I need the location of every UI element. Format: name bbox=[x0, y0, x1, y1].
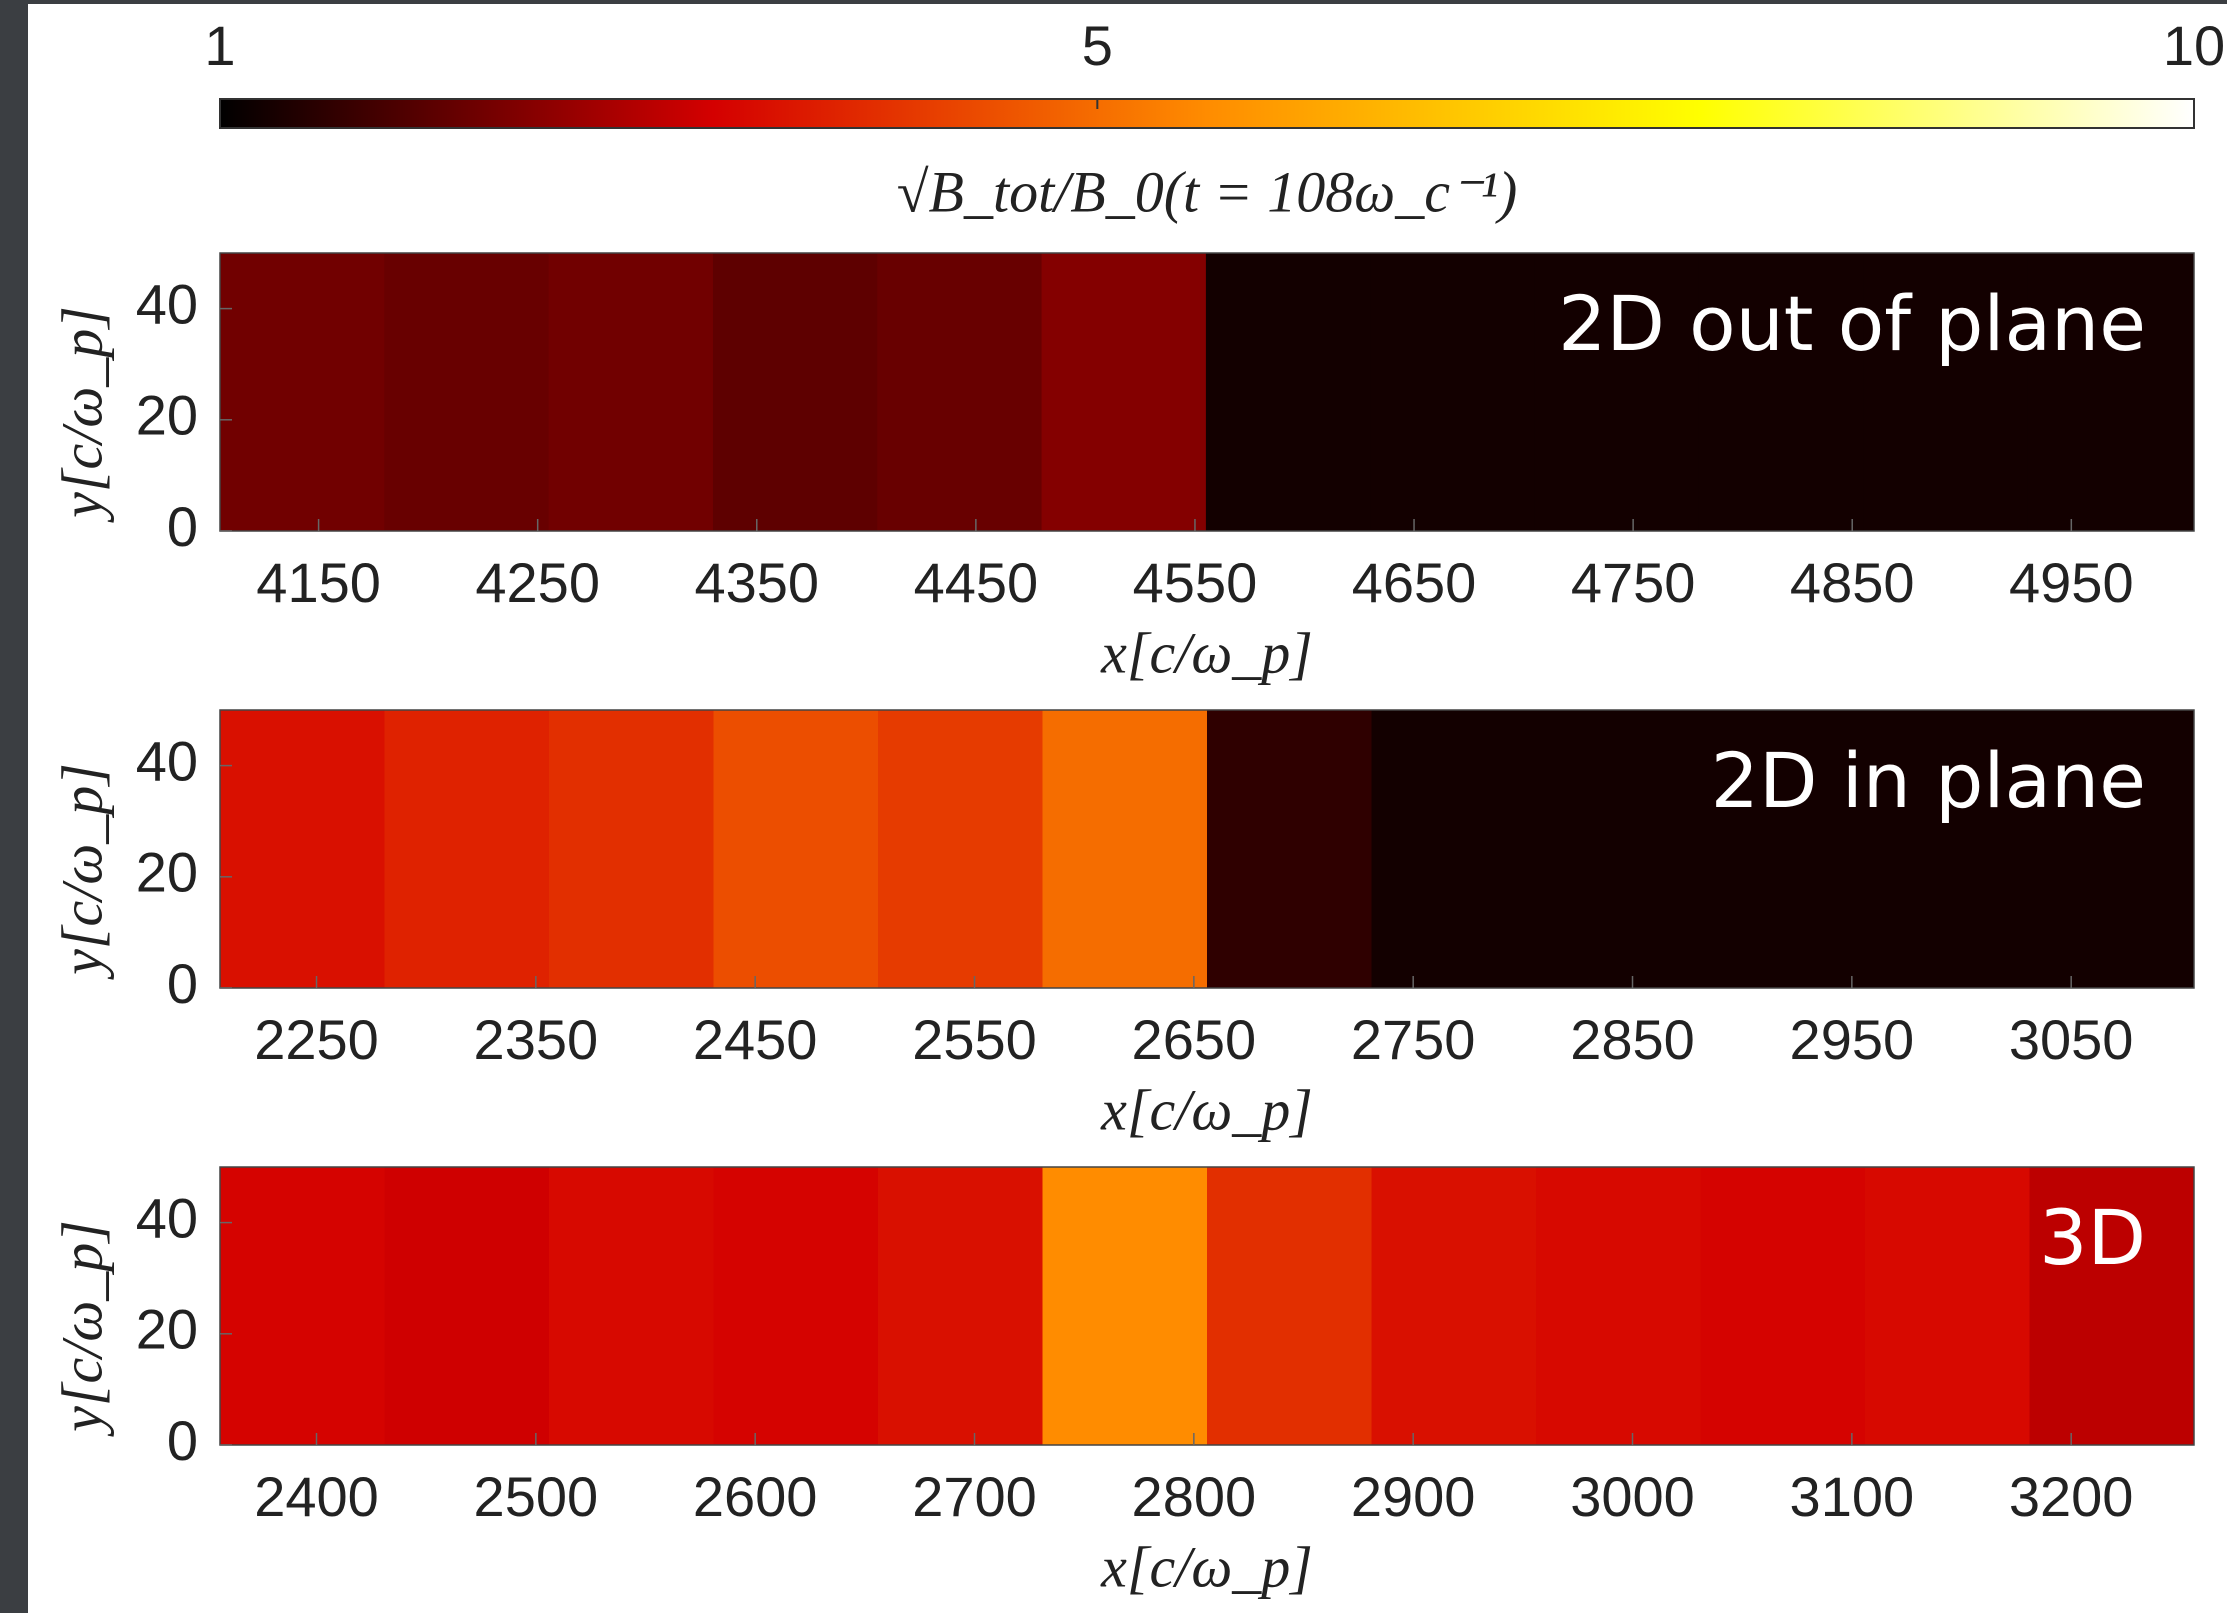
heatmap-cell bbox=[714, 710, 879, 988]
y-tick-label: 0 bbox=[167, 1409, 198, 1472]
x-tick-label: 2250 bbox=[254, 1008, 379, 1071]
panel-annotation: 3D bbox=[2039, 1193, 2146, 1282]
heatmap-cell bbox=[1043, 710, 1208, 988]
x-tick-label: 2500 bbox=[474, 1465, 599, 1528]
x-tick-label: 2600 bbox=[693, 1465, 818, 1528]
y-tick-label: 20 bbox=[136, 1298, 198, 1361]
x-tick-label: 2650 bbox=[1132, 1008, 1257, 1071]
x-tick-label: 4850 bbox=[1790, 551, 1915, 614]
x-tick-label: 2800 bbox=[1132, 1465, 1257, 1528]
heatmap-cell bbox=[384, 253, 549, 531]
colorbar-label: √B_tot/B_0(t = 108ω_c⁻¹) bbox=[897, 159, 1518, 224]
heatmap-cell bbox=[1536, 1167, 1701, 1445]
colorbar-tick-label: 10 bbox=[2163, 14, 2225, 77]
panel-annotation: 2D out of plane bbox=[1558, 279, 2146, 368]
heatmap-cell bbox=[878, 710, 1043, 988]
x-tick-label: 4350 bbox=[694, 551, 819, 614]
x-tick-label: 2950 bbox=[1790, 1008, 1915, 1071]
heatmap-cell bbox=[549, 1167, 714, 1445]
heatmap-cell bbox=[878, 1167, 1043, 1445]
x-axis-label: x[c/ω_p] bbox=[1100, 1534, 1313, 1599]
heatmap-cell bbox=[1207, 1167, 1372, 1445]
heatmap-cell bbox=[1206, 253, 1371, 531]
y-tick-label: 0 bbox=[167, 495, 198, 558]
x-tick-label: 2400 bbox=[254, 1465, 379, 1528]
panel-annotation: 2D in plane bbox=[1711, 736, 2146, 825]
x-tick-label: 2550 bbox=[912, 1008, 1037, 1071]
x-axis-label: x[c/ω_p] bbox=[1100, 1077, 1313, 1142]
heatmap-cell bbox=[877, 253, 1042, 531]
y-tick-label: 40 bbox=[136, 1186, 198, 1249]
colorbar bbox=[220, 99, 2194, 128]
heatmap-cell bbox=[1536, 710, 1701, 988]
heatmap-cell bbox=[385, 1167, 550, 1445]
x-tick-label: 2350 bbox=[474, 1008, 599, 1071]
x-tick-label: 3050 bbox=[2009, 1008, 2134, 1071]
heatmap-cell bbox=[220, 253, 385, 531]
heatmap-cell bbox=[1372, 710, 1537, 988]
y-axis-label: y[c/ω_p] bbox=[49, 1220, 114, 1437]
x-axis-label: x[c/ω_p] bbox=[1100, 620, 1313, 685]
x-tick-label: 4150 bbox=[256, 551, 381, 614]
x-tick-label: 2750 bbox=[1351, 1008, 1476, 1071]
heatmap-cell bbox=[385, 710, 550, 988]
heatmap-cell bbox=[713, 253, 878, 531]
y-axis-label: y[c/ω_p] bbox=[49, 306, 114, 523]
x-tick-label: 4550 bbox=[1133, 551, 1258, 614]
y-tick-label: 40 bbox=[136, 272, 198, 335]
x-tick-label: 3100 bbox=[1790, 1465, 1915, 1528]
heatmap-cell bbox=[549, 253, 714, 531]
x-tick-label: 4650 bbox=[1352, 551, 1477, 614]
x-tick-label: 3000 bbox=[1570, 1465, 1695, 1528]
y-tick-label: 0 bbox=[167, 952, 198, 1015]
heatmap-cell bbox=[1865, 1167, 2030, 1445]
heatmap-cell bbox=[549, 710, 714, 988]
heatmap-cell bbox=[1370, 253, 1535, 531]
y-tick-label: 20 bbox=[136, 841, 198, 904]
colorbar-tick-label: 1 bbox=[204, 14, 235, 77]
y-tick-label: 20 bbox=[136, 384, 198, 447]
x-tick-label: 2450 bbox=[693, 1008, 818, 1071]
x-tick-label: 4250 bbox=[475, 551, 600, 614]
x-tick-label: 4450 bbox=[914, 551, 1039, 614]
heatmap-cell bbox=[1372, 1167, 1537, 1445]
colorbar-tick-label: 5 bbox=[1082, 14, 1113, 77]
heatmap-cell bbox=[1207, 710, 1372, 988]
figure: 1 5 10 √B_tot/B_0(t = 108ω_c⁻¹) 4150 4250 4350… bbox=[0, 0, 2227, 1613]
page: {"colorbar": {"label": "√B_tot/B_0(t = 1… bbox=[0, 0, 2227, 1613]
x-tick-label: 2700 bbox=[912, 1465, 1037, 1528]
x-tick-label: 2850 bbox=[1570, 1008, 1695, 1071]
heatmap-cell bbox=[1701, 1167, 1866, 1445]
heatmap-cell bbox=[714, 1167, 879, 1445]
x-tick-label: 3200 bbox=[2009, 1465, 2134, 1528]
heatmap-cell bbox=[1042, 253, 1207, 531]
heatmap-cell bbox=[220, 1167, 385, 1445]
x-tick-label: 4750 bbox=[1571, 551, 1696, 614]
x-tick-label: 2900 bbox=[1351, 1465, 1476, 1528]
heatmap-cell bbox=[220, 710, 385, 988]
y-axis-label: y[c/ω_p] bbox=[49, 763, 114, 980]
y-tick-label: 40 bbox=[136, 729, 198, 792]
x-tick-label: 4950 bbox=[2009, 551, 2134, 614]
heatmap-cell bbox=[1043, 1167, 1208, 1445]
